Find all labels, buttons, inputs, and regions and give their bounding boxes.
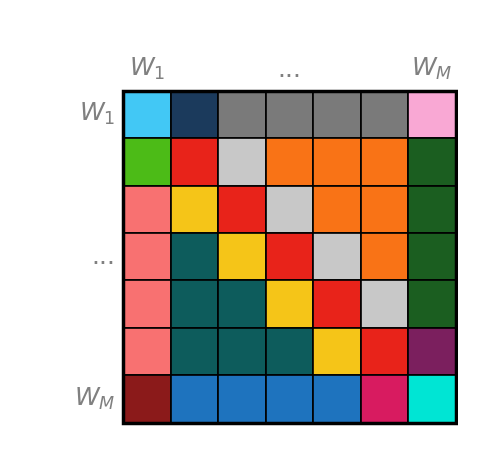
Bar — [218, 91, 266, 138]
Bar — [408, 91, 456, 138]
Bar — [171, 186, 218, 233]
Text: $W_1$: $W_1$ — [79, 101, 115, 128]
Text: $W_1$: $W_1$ — [129, 56, 165, 82]
Bar — [361, 375, 408, 423]
Bar — [266, 233, 313, 280]
Bar — [171, 280, 218, 328]
Bar — [313, 328, 361, 375]
Text: $W_M$: $W_M$ — [411, 56, 453, 82]
Bar — [361, 233, 408, 280]
Bar — [123, 375, 171, 423]
Bar — [123, 138, 171, 186]
Bar — [171, 328, 218, 375]
Bar — [123, 328, 171, 375]
Bar — [408, 186, 456, 233]
Bar — [361, 91, 408, 138]
Text: ...: ... — [91, 245, 115, 269]
Text: ...: ... — [278, 58, 302, 82]
Bar — [408, 328, 456, 375]
Bar — [266, 328, 313, 375]
Bar — [123, 91, 456, 423]
Bar — [123, 280, 171, 328]
Bar — [361, 138, 408, 186]
Bar — [266, 138, 313, 186]
Bar — [361, 186, 408, 233]
Bar — [218, 138, 266, 186]
Bar — [408, 138, 456, 186]
Bar — [218, 280, 266, 328]
Bar — [171, 233, 218, 280]
Bar — [266, 91, 313, 138]
Bar — [361, 280, 408, 328]
Bar — [313, 280, 361, 328]
Bar — [313, 138, 361, 186]
Bar — [218, 186, 266, 233]
Bar — [171, 91, 218, 138]
Bar — [408, 375, 456, 423]
Bar — [171, 375, 218, 423]
Bar — [218, 328, 266, 375]
Bar — [123, 233, 171, 280]
Bar — [313, 186, 361, 233]
Bar — [266, 280, 313, 328]
Bar — [361, 328, 408, 375]
Bar — [266, 375, 313, 423]
Bar — [266, 186, 313, 233]
Bar — [123, 91, 171, 138]
Bar — [408, 280, 456, 328]
Text: $W_M$: $W_M$ — [73, 386, 115, 412]
Bar — [123, 186, 171, 233]
Bar — [408, 233, 456, 280]
Bar — [218, 375, 266, 423]
Bar — [313, 375, 361, 423]
Bar — [313, 233, 361, 280]
Bar — [218, 233, 266, 280]
Bar — [313, 91, 361, 138]
Bar — [171, 138, 218, 186]
